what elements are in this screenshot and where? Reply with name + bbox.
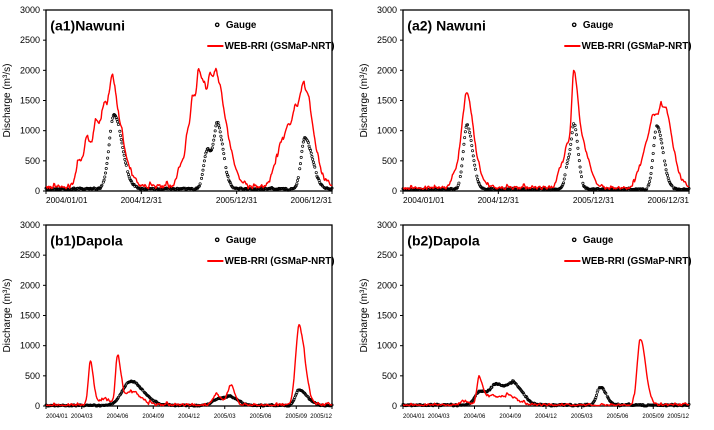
svg-text:2005/12: 2005/12	[667, 414, 689, 420]
svg-text:0: 0	[35, 401, 40, 411]
svg-text:2006/12/31: 2006/12/31	[647, 195, 689, 205]
svg-text:Discharge (m³/s): Discharge (m³/s)	[359, 64, 370, 138]
svg-text:2004/03: 2004/03	[71, 414, 93, 420]
svg-text:WEB-RRI (GSMaP-NRT): WEB-RRI (GSMaP-NRT)	[225, 41, 335, 52]
svg-text:2004/01: 2004/01	[46, 414, 68, 420]
svg-text:0: 0	[392, 186, 397, 196]
svg-text:2004/12/31: 2004/12/31	[121, 195, 163, 205]
svg-text:Discharge (m³/s): Discharge (m³/s)	[359, 279, 370, 353]
svg-text:2004/03: 2004/03	[428, 414, 450, 420]
svg-text:2004/09: 2004/09	[142, 414, 164, 420]
svg-text:WEB-RRI (GSMaP-NRT): WEB-RRI (GSMaP-NRT)	[582, 41, 692, 52]
svg-text:2000: 2000	[377, 280, 397, 290]
svg-text:2500: 2500	[377, 250, 397, 260]
svg-text:3000: 3000	[377, 220, 397, 230]
svg-text:1000: 1000	[20, 126, 40, 136]
svg-text:1500: 1500	[377, 96, 397, 106]
svg-text:1000: 1000	[377, 341, 397, 351]
svg-text:(a1)Nawuni: (a1)Nawuni	[50, 18, 125, 34]
svg-text:2005/12: 2005/12	[310, 414, 332, 420]
svg-text:500: 500	[25, 371, 40, 381]
svg-text:1000: 1000	[20, 341, 40, 351]
svg-text:2004/01/01: 2004/01/01	[46, 195, 88, 205]
svg-text:Discharge (m³/s): Discharge (m³/s)	[2, 279, 13, 353]
svg-text:WEB-RRI (GSMaP-NRT): WEB-RRI (GSMaP-NRT)	[225, 256, 335, 267]
svg-text:Gauge: Gauge	[226, 235, 257, 246]
svg-text:2005/12/31: 2005/12/31	[573, 195, 615, 205]
svg-text:2004/12: 2004/12	[535, 414, 557, 420]
svg-text:2000: 2000	[377, 65, 397, 75]
svg-text:3000: 3000	[20, 5, 40, 15]
svg-text:0: 0	[35, 186, 40, 196]
svg-text:2006/12/31: 2006/12/31	[290, 195, 332, 205]
svg-text:2005/12/31: 2005/12/31	[216, 195, 258, 205]
svg-text:2004/12/31: 2004/12/31	[478, 195, 520, 205]
svg-text:Gauge: Gauge	[583, 235, 614, 246]
svg-text:2005/09: 2005/09	[285, 414, 307, 420]
svg-text:2004/06: 2004/06	[464, 414, 486, 420]
svg-text:2005/06: 2005/06	[250, 414, 272, 420]
svg-text:500: 500	[382, 371, 397, 381]
svg-text:2004/09: 2004/09	[499, 414, 521, 420]
svg-text:Gauge: Gauge	[226, 20, 257, 31]
svg-text:500: 500	[382, 156, 397, 166]
svg-text:1500: 1500	[20, 96, 40, 106]
svg-text:2004/12: 2004/12	[178, 414, 200, 420]
svg-text:2004/01/01: 2004/01/01	[403, 195, 445, 205]
svg-text:2000: 2000	[20, 280, 40, 290]
svg-text:2005/03: 2005/03	[571, 414, 593, 420]
svg-text:1500: 1500	[377, 311, 397, 321]
svg-text:(b2)Dapola: (b2)Dapola	[407, 233, 480, 249]
svg-text:(a2) Nawuni: (a2) Nawuni	[407, 18, 486, 34]
svg-text:2005/06: 2005/06	[607, 414, 629, 420]
svg-text:2000: 2000	[20, 65, 40, 75]
svg-text:Discharge (m³/s): Discharge (m³/s)	[2, 64, 13, 138]
svg-text:0: 0	[392, 401, 397, 411]
svg-text:2005/03: 2005/03	[214, 414, 236, 420]
svg-text:2500: 2500	[377, 35, 397, 45]
svg-text:3000: 3000	[377, 5, 397, 15]
svg-text:1500: 1500	[20, 311, 40, 321]
svg-text:500: 500	[25, 156, 40, 166]
svg-text:1000: 1000	[377, 126, 397, 136]
svg-text:2004/06: 2004/06	[107, 414, 129, 420]
svg-text:Gauge: Gauge	[583, 20, 614, 31]
svg-text:3000: 3000	[20, 220, 40, 230]
svg-text:WEB-RRI (GSMaP-NRT): WEB-RRI (GSMaP-NRT)	[582, 256, 692, 267]
svg-text:2004/01: 2004/01	[403, 414, 425, 420]
svg-text:(b1)Dapola: (b1)Dapola	[50, 233, 123, 249]
svg-text:2500: 2500	[20, 35, 40, 45]
svg-text:2005/09: 2005/09	[642, 414, 664, 420]
svg-text:2500: 2500	[20, 250, 40, 260]
